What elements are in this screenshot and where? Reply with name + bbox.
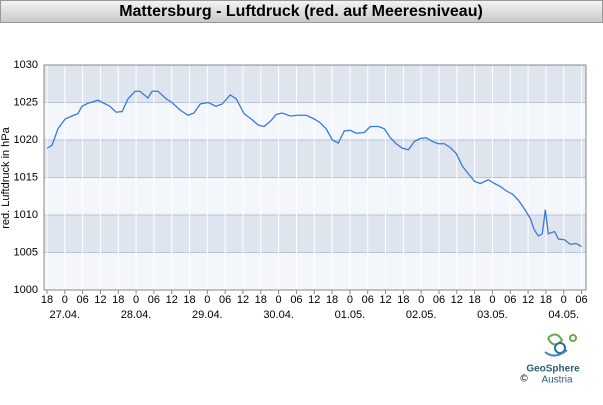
date-label: 01.05. xyxy=(335,309,366,321)
y-axis-label: red. Luftdruck in hPa xyxy=(0,126,12,228)
x-tick-label: 18 xyxy=(255,294,267,306)
x-tick-label: 12 xyxy=(451,294,463,306)
x-tick-label: 0 xyxy=(204,294,210,306)
x-tick-label: 12 xyxy=(308,294,320,306)
band xyxy=(44,252,586,290)
x-tick-label: 18 xyxy=(540,294,552,306)
logo-name: GeoSphere xyxy=(526,364,580,375)
x-tick-label: 12 xyxy=(166,294,178,306)
date-label: 28.04. xyxy=(121,309,152,321)
x-tick-label: 06 xyxy=(362,294,374,306)
date-label: 04.05. xyxy=(548,309,579,321)
x-tick-label: 0 xyxy=(276,294,282,306)
x-tick-label: 18 xyxy=(112,294,124,306)
x-tick-label: 18 xyxy=(469,294,481,306)
date-label: 03.05. xyxy=(477,309,508,321)
chart-title: Mattersburg - Luftdruck (red. auf Meeres… xyxy=(119,3,483,20)
y-tick-label: 1030 xyxy=(14,59,38,71)
x-tick-label: 06 xyxy=(219,294,231,306)
x-tick-label: 18 xyxy=(183,294,195,306)
x-tick-label: 06 xyxy=(290,294,302,306)
plot-frame xyxy=(43,64,587,291)
band xyxy=(44,140,586,178)
x-tick-label: 12 xyxy=(94,294,106,306)
logo-mark xyxy=(544,333,577,357)
plot-area: 1000 1005 1010 1015 1020 1025 1030 18 0 06 12 18 0 06… xyxy=(14,59,588,321)
x-tick-label: 06 xyxy=(504,294,516,306)
x-tick-label: 0 xyxy=(62,294,68,306)
x-tick-label: 0 xyxy=(347,294,353,306)
logo-country: Austria xyxy=(541,375,573,386)
y-tick-label: 1025 xyxy=(14,96,38,108)
copyright: © xyxy=(520,374,528,385)
band xyxy=(44,102,586,140)
date-label: 30.04. xyxy=(263,309,294,321)
band xyxy=(44,177,586,215)
x-tick-label: 06 xyxy=(76,294,88,306)
x-tick-label: 18 xyxy=(41,294,53,306)
x-tick-label: 0 xyxy=(489,294,495,306)
date-label: 27.04. xyxy=(49,309,80,321)
x-tick-label: 18 xyxy=(326,294,338,306)
y-tick-label: 1020 xyxy=(14,134,38,146)
x-tick-label: 12 xyxy=(237,294,249,306)
x-tick-label: 18 xyxy=(397,294,409,306)
x-tick-label: 06 xyxy=(433,294,445,306)
x-tick-label: 12 xyxy=(522,294,534,306)
x-tick-label: 0 xyxy=(418,294,424,306)
y-tick-label: 1010 xyxy=(14,209,38,221)
x-tick-label: 0 xyxy=(561,294,567,306)
x-tick-label: 06 xyxy=(148,294,160,306)
band xyxy=(44,65,586,103)
pressure-line xyxy=(46,90,582,248)
y-tick-label: 1015 xyxy=(14,171,38,183)
date-label: 02.05. xyxy=(406,309,437,321)
x-tick-label: 0 xyxy=(133,294,139,306)
y-tick-label: 1005 xyxy=(14,246,38,258)
date-label: 29.04. xyxy=(192,309,223,321)
x-tick-label: 12 xyxy=(379,294,391,306)
x-tick-label: 06 xyxy=(575,294,587,306)
band xyxy=(44,215,586,253)
y-tick-label: 1000 xyxy=(14,284,38,296)
